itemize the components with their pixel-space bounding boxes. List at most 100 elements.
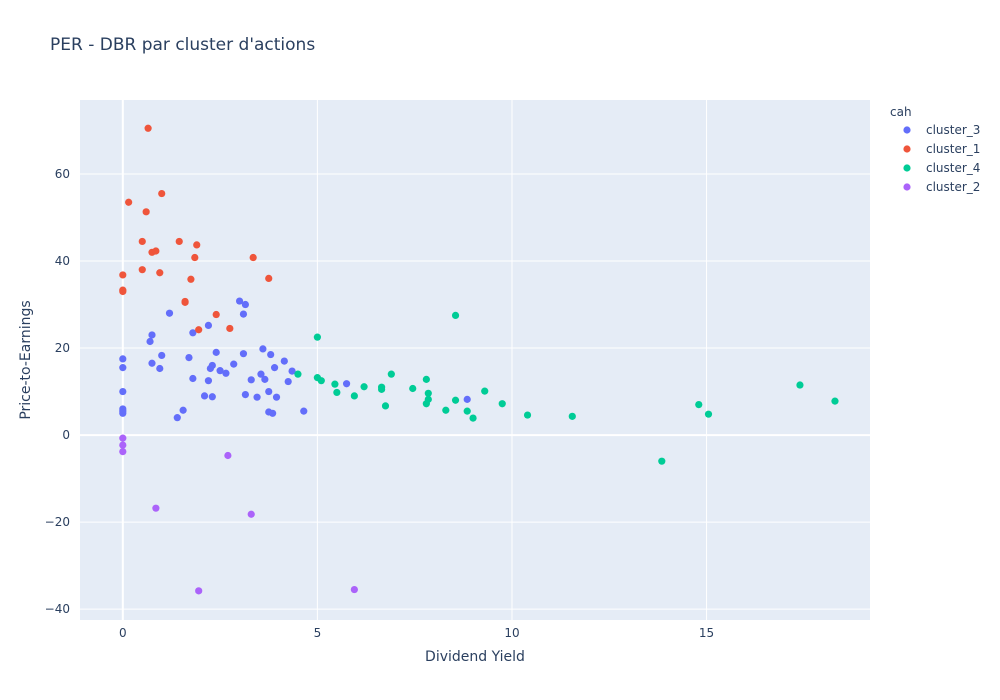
legend-label[interactable]: cluster_1 bbox=[926, 142, 980, 156]
data-point[interactable] bbox=[138, 266, 146, 274]
data-point[interactable] bbox=[119, 387, 127, 396]
data-point[interactable] bbox=[158, 351, 166, 360]
data-point[interactable] bbox=[424, 395, 432, 403]
plot-area[interactable] bbox=[80, 100, 870, 620]
data-point[interactable] bbox=[119, 271, 127, 279]
data-point[interactable] bbox=[189, 329, 197, 337]
data-point[interactable] bbox=[142, 208, 150, 216]
data-point[interactable] bbox=[144, 124, 152, 132]
data-point[interactable] bbox=[259, 345, 267, 353]
data-point[interactable] bbox=[138, 237, 146, 246]
legend-label[interactable]: cluster_4 bbox=[926, 161, 980, 175]
data-point[interactable] bbox=[265, 387, 273, 396]
data-point[interactable] bbox=[333, 388, 341, 397]
data-point[interactable] bbox=[442, 406, 450, 414]
data-point[interactable] bbox=[378, 383, 386, 391]
data-point[interactable] bbox=[158, 189, 166, 198]
data-point[interactable] bbox=[195, 587, 203, 595]
data-point[interactable] bbox=[119, 434, 127, 442]
data-point[interactable] bbox=[451, 396, 460, 404]
data-point[interactable] bbox=[422, 375, 430, 383]
data-point[interactable] bbox=[119, 287, 127, 296]
data-point[interactable] bbox=[226, 324, 234, 333]
data-point[interactable] bbox=[146, 337, 154, 346]
data-point[interactable] bbox=[253, 393, 261, 401]
data-point[interactable] bbox=[409, 384, 417, 393]
data-point[interactable] bbox=[119, 355, 127, 363]
data-point[interactable] bbox=[463, 395, 471, 403]
data-point[interactable] bbox=[280, 357, 288, 365]
data-point[interactable] bbox=[119, 409, 127, 417]
legend-label[interactable]: cluster_3 bbox=[926, 123, 980, 137]
data-point[interactable] bbox=[230, 360, 238, 368]
data-point[interactable] bbox=[208, 393, 216, 401]
data-point[interactable] bbox=[181, 297, 189, 306]
data-point[interactable] bbox=[152, 247, 160, 255]
data-point[interactable] bbox=[387, 370, 395, 378]
data-point[interactable] bbox=[189, 374, 197, 383]
data-point[interactable] bbox=[469, 414, 477, 422]
data-point[interactable] bbox=[317, 377, 325, 385]
data-point[interactable] bbox=[350, 585, 358, 594]
data-point[interactable] bbox=[270, 364, 279, 372]
data-point[interactable] bbox=[222, 369, 230, 377]
data-point[interactable] bbox=[463, 407, 471, 415]
data-point[interactable] bbox=[267, 350, 275, 359]
data-point[interactable] bbox=[187, 275, 195, 283]
data-point[interactable] bbox=[294, 370, 302, 378]
data-point[interactable] bbox=[212, 348, 220, 356]
data-point[interactable] bbox=[704, 410, 713, 418]
data-point[interactable] bbox=[216, 367, 224, 375]
data-point[interactable] bbox=[204, 377, 213, 385]
data-point[interactable] bbox=[185, 354, 193, 362]
data-point[interactable] bbox=[831, 397, 839, 405]
data-point[interactable] bbox=[272, 393, 281, 401]
data-point[interactable] bbox=[156, 364, 164, 373]
data-point[interactable] bbox=[125, 198, 133, 206]
data-point[interactable] bbox=[381, 402, 390, 410]
data-point[interactable] bbox=[173, 414, 181, 422]
data-point[interactable] bbox=[239, 310, 248, 318]
data-point[interactable] bbox=[241, 300, 249, 309]
data-point[interactable] bbox=[568, 412, 576, 420]
data-point[interactable] bbox=[247, 510, 255, 518]
data-point[interactable] bbox=[165, 309, 174, 317]
data-point[interactable] bbox=[695, 401, 703, 409]
data-point[interactable] bbox=[119, 364, 127, 372]
data-point[interactable] bbox=[288, 367, 296, 375]
data-point[interactable] bbox=[523, 411, 532, 419]
data-point[interactable] bbox=[208, 361, 216, 370]
data-point[interactable] bbox=[342, 380, 351, 388]
data-point[interactable] bbox=[148, 359, 156, 367]
data-point[interactable] bbox=[350, 392, 358, 400]
data-point[interactable] bbox=[119, 447, 127, 456]
data-point[interactable] bbox=[119, 441, 127, 449]
data-point[interactable] bbox=[241, 390, 249, 399]
data-point[interactable] bbox=[156, 269, 164, 277]
data-point[interactable] bbox=[191, 253, 199, 262]
data-point[interactable] bbox=[451, 311, 460, 319]
data-point[interactable] bbox=[200, 392, 209, 400]
data-point[interactable] bbox=[175, 237, 183, 246]
data-point[interactable] bbox=[179, 406, 187, 414]
data-point[interactable] bbox=[313, 333, 321, 341]
data-point[interactable] bbox=[239, 350, 248, 358]
data-point[interactable] bbox=[195, 326, 203, 334]
data-point[interactable] bbox=[360, 383, 368, 391]
data-point[interactable] bbox=[284, 377, 292, 386]
data-point[interactable] bbox=[300, 407, 308, 415]
data-point[interactable] bbox=[193, 241, 201, 249]
data-point[interactable] bbox=[481, 387, 489, 395]
data-point[interactable] bbox=[247, 376, 255, 384]
data-point[interactable] bbox=[148, 331, 156, 339]
data-point[interactable] bbox=[249, 253, 257, 262]
data-point[interactable] bbox=[658, 457, 666, 465]
data-point[interactable] bbox=[224, 451, 232, 460]
data-point[interactable] bbox=[257, 370, 265, 378]
data-point[interactable] bbox=[796, 381, 804, 389]
data-point[interactable] bbox=[265, 274, 273, 283]
data-point[interactable] bbox=[235, 297, 244, 305]
data-point[interactable] bbox=[269, 409, 277, 417]
data-point[interactable] bbox=[152, 504, 160, 512]
data-point[interactable] bbox=[424, 389, 432, 397]
